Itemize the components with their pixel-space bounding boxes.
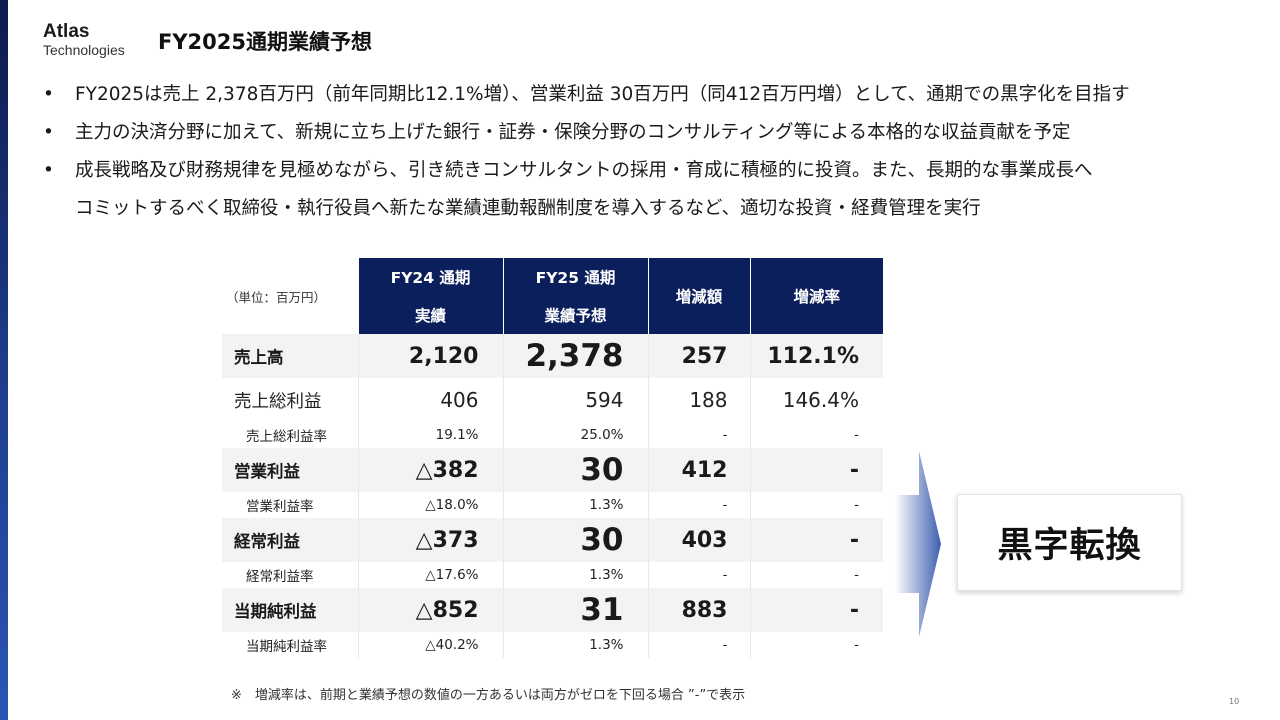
- row-label: 当期純利益率: [222, 632, 358, 658]
- row-label: 売上総利益率: [222, 422, 358, 448]
- fy25-value: 1.3%: [502, 492, 648, 518]
- callout-text: 黒字転換: [997, 526, 1142, 566]
- diff-value: 257: [647, 334, 750, 378]
- unit-label: （単位：百万円）: [222, 258, 358, 334]
- company-logo: Atlas Technologies: [43, 21, 125, 59]
- fy25-value: 30: [502, 448, 648, 492]
- table-row: 営業利益率 △18.0% 1.3% - -: [222, 492, 883, 518]
- bullet-text: 主力の決済分野に加えて、新規に立ち上げた銀行・証券・保険分野のコンサルティング等…: [75, 122, 1071, 143]
- table-row: 売上総利益 406 594 188 146.4%: [222, 378, 883, 422]
- fy24-value: △373: [357, 518, 503, 562]
- bullet-list: • FY2025は売上 2,378百万円（前年同期比12.1%増）、営業利益 3…: [40, 76, 1275, 228]
- bullet-item: • FY2025は売上 2,378百万円（前年同期比12.1%増）、営業利益 3…: [40, 76, 1275, 114]
- profit-turnaround-callout: 黒字転換: [957, 494, 1182, 591]
- row-label: 営業利益率: [222, 492, 358, 518]
- diff-value: 403: [647, 518, 750, 562]
- rate-value: -: [749, 562, 883, 588]
- header-diff: 増減額: [647, 258, 750, 334]
- table-row: 経常利益 △373 30 403 -: [222, 518, 883, 562]
- footnote: ※ 増減率は、前期と業績予想の数値の一方あるいは両方がゼロを下回る場合 ”-”で…: [231, 688, 746, 703]
- fy24-value: 19.1%: [357, 422, 503, 448]
- diff-value: -: [647, 422, 750, 448]
- side-accent-bar: [0, 0, 8, 720]
- diff-value: -: [647, 632, 750, 658]
- row-label: 経常利益率: [222, 562, 358, 588]
- header-fy25-type: 業績予想: [502, 296, 648, 334]
- fy25-value: 30: [502, 518, 648, 562]
- fy24-value: △40.2%: [357, 632, 503, 658]
- fy24-value: 406: [357, 378, 503, 422]
- bullet-marker: •: [43, 160, 54, 181]
- rate-value: -: [749, 588, 883, 632]
- rate-value: -: [749, 518, 883, 562]
- bullet-item: • 成長戦略及び財務規律を見極めながら、引き続きコンサルタントの採用・育成に積極…: [40, 152, 1275, 190]
- table-row: 売上総利益率 19.1% 25.0% - -: [222, 422, 883, 448]
- page-number: 10: [1229, 697, 1240, 706]
- row-label: 営業利益: [222, 448, 358, 492]
- fy25-value: 1.3%: [502, 562, 648, 588]
- rate-value: 146.4%: [749, 378, 883, 422]
- diff-value: 188: [647, 378, 750, 422]
- fy24-value: △17.6%: [357, 562, 503, 588]
- row-label: 当期純利益: [222, 588, 358, 632]
- diff-value: 412: [647, 448, 750, 492]
- bullet-text: 成長戦略及び財務規律を見極めながら、引き続きコンサルタントの採用・育成に積極的に…: [75, 160, 1093, 181]
- arrow-right-icon: [895, 451, 941, 637]
- fy25-value: 31: [502, 588, 648, 632]
- fy24-value: △18.0%: [357, 492, 503, 518]
- diff-value: 883: [647, 588, 750, 632]
- table-row: 営業利益 △382 30 412 -: [222, 448, 883, 492]
- fy25-value: 2,378: [502, 334, 648, 378]
- fy25-value: 594: [502, 378, 648, 422]
- rate-value: -: [749, 422, 883, 448]
- table-row: 売上高 2,120 2,378 257 112.1%: [222, 334, 883, 378]
- rate-value: 112.1%: [749, 334, 883, 378]
- diff-value: -: [647, 562, 750, 588]
- bullet-marker: •: [43, 122, 54, 143]
- table-row: 当期純利益率 △40.2% 1.3% - -: [222, 632, 883, 658]
- row-label: 売上高: [222, 334, 358, 378]
- bullet-item: • 主力の決済分野に加えて、新規に立ち上げた銀行・証券・保険分野のコンサルティン…: [40, 114, 1275, 152]
- header-fy24-period: FY24 通期: [357, 258, 503, 296]
- rate-value: -: [749, 632, 883, 658]
- logo-subtitle: Technologies: [43, 42, 125, 58]
- bullet-continuation: コミットするべく取締役・執行役員へ新たな業績連動報酬制度を導入するなど、適切な投…: [75, 198, 981, 219]
- rate-value: -: [749, 492, 883, 518]
- diff-value: -: [647, 492, 750, 518]
- header-fy24-type: 実績: [357, 296, 503, 334]
- logo-name: Atlas: [43, 21, 90, 42]
- row-label: 経常利益: [222, 518, 358, 562]
- table-row: 当期純利益 △852 31 883 -: [222, 588, 883, 632]
- bullet-marker: •: [43, 84, 54, 105]
- table-row: 経常利益率 △17.6% 1.3% - -: [222, 562, 883, 588]
- fy24-value: △382: [357, 448, 503, 492]
- bullet-text: FY2025は売上 2,378百万円（前年同期比12.1%増）、営業利益 30百…: [75, 84, 1130, 105]
- forecast-table: （単位：百万円） FY24 通期 FY25 通期 増減額 増減率 実績 業績予想…: [222, 258, 883, 658]
- rate-value: -: [749, 448, 883, 492]
- header-rate: 増減率: [749, 258, 883, 334]
- fy24-value: △852: [357, 588, 503, 632]
- fy25-value: 1.3%: [502, 632, 648, 658]
- page-title: FY2025通期業績予想: [158, 30, 372, 54]
- fy24-value: 2,120: [357, 334, 503, 378]
- fy25-value: 25.0%: [502, 422, 648, 448]
- row-label: 売上総利益: [222, 378, 358, 422]
- header-fy25-period: FY25 通期: [502, 258, 648, 296]
